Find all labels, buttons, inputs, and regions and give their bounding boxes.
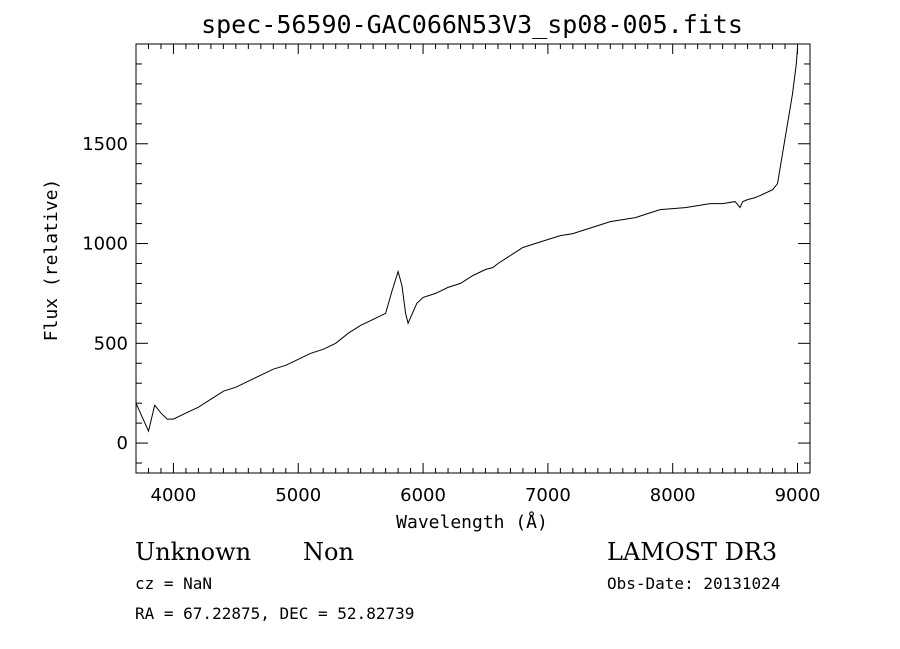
- y-tick-label: 1000: [82, 234, 128, 255]
- cz-text: cz = NaN: [135, 574, 212, 593]
- obs-date-text: Obs-Date: 20131024: [607, 574, 780, 593]
- x-tick-label: 9000: [775, 485, 821, 506]
- y-tick-label: 1500: [82, 134, 128, 155]
- y-axis-ticks: 0 500 1000 1500: [82, 63, 810, 464]
- y-tick-label: 500: [94, 333, 128, 354]
- x-tick-label: 8000: [650, 485, 696, 506]
- x-tick-label: 6000: [400, 485, 446, 506]
- survey-text: LAMOST DR3: [607, 538, 777, 566]
- x-tick-label: 4000: [151, 485, 197, 506]
- plot-frame: [135, 43, 811, 474]
- y-tick-label: 0: [117, 433, 128, 454]
- y-axis-label: Flux (relative): [41, 179, 62, 342]
- x-axis-label: Wavelength (Å): [396, 511, 548, 533]
- chart-title: spec-56590-GAC066N53V3_sp08-005.fits: [201, 10, 743, 39]
- plot-border: [135, 43, 811, 474]
- object-subtype-text: Non: [303, 538, 354, 566]
- x-tick-label: 7000: [525, 485, 571, 506]
- coordinates-text: RA = 67.22875, DEC = 52.82739: [135, 604, 414, 623]
- x-tick-label: 5000: [275, 485, 321, 506]
- spectrum-series-line: [135, 47, 798, 433]
- object-type-text: Unknown: [135, 538, 251, 566]
- x-axis-ticks: 4000 5000 6000 7000 8000 9000: [135, 44, 821, 506]
